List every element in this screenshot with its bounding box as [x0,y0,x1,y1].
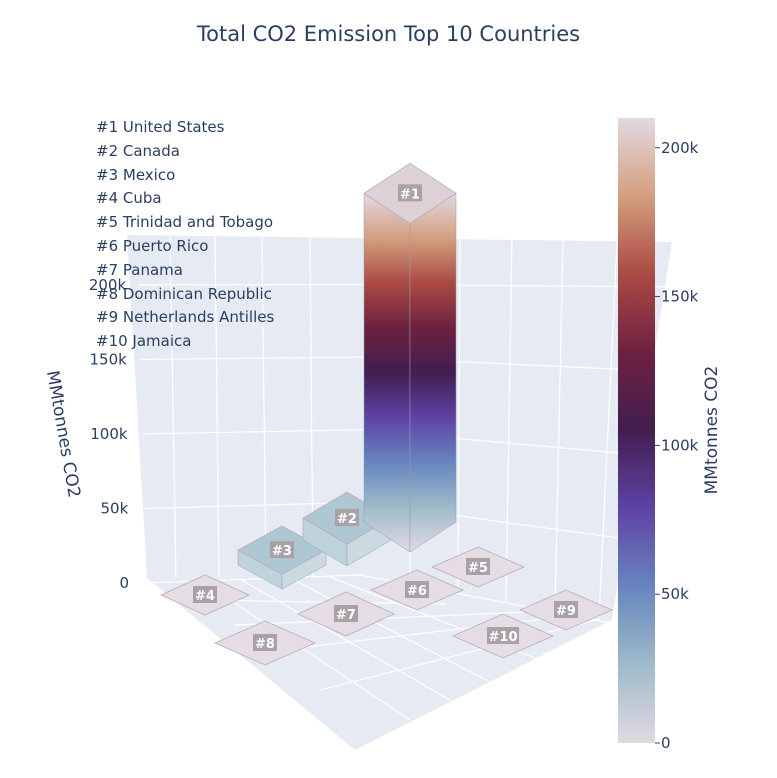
z-tick-label: 100k [90,425,128,443]
grid-line [214,235,220,578]
legend-item: #10 Jamaica [96,332,192,351]
data-label: #5 [468,561,488,576]
z-axis-title: MMtonnes CO2 [42,369,84,499]
grid-line [199,579,411,721]
data-label-bg [487,627,519,644]
data-label-bg [405,581,429,598]
legend: #1 United States #2 Canada #3 Mexico #4 Cub… [96,116,274,354]
colorbar: 0 50k 100k 150k 200k MMtonnes CO2 [618,118,722,752]
legend-item: #9 Netherlands Antilles [96,308,275,327]
grid-line [261,236,267,578]
data-label: #8 [255,637,275,652]
data-label: #3 [272,544,292,559]
colorbar-tick-label: 0 [661,734,671,752]
data-label: #7 [336,608,356,623]
data-label-bg [398,184,422,202]
data-label-bg [253,634,277,651]
colorbar-gradient [618,118,655,743]
data-label: #2 [337,512,357,527]
legend-item: #8 Dominican Republic [96,284,272,303]
data-label-bg [193,586,217,603]
bar-9: #9 [518,589,614,631]
bar-8: #8 [214,620,316,666]
grid-line [279,615,571,651]
data-label-bg [270,541,294,559]
data-label-bg [554,601,578,618]
bar-4: #4 [160,574,250,616]
grid-line [142,429,361,435]
z-tick-label: 50k [101,499,129,517]
colorbar-tick-label: 200k [661,139,699,157]
legend-item: #7 Panama [96,260,183,279]
data-label: #9 [556,604,576,619]
grid-line [144,501,361,510]
legend-item: #2 Canada [96,141,180,160]
colorbar-tick-label: 100k [661,436,699,454]
legend-item: #5 Trinidad and Tobago [96,213,274,232]
grid-line [554,240,564,610]
grid-line [140,356,361,361]
bar-face [363,192,411,553]
chart-title: Total CO2 Emission Top 10 Countries [196,22,581,46]
data-label: #10 [489,630,518,645]
data-label: #6 [407,584,427,599]
bar-1: #1 [363,162,457,553]
z-tick-label: 0 [119,574,129,592]
z-tick-label: 150k [90,350,128,368]
bar-5: #5 [430,546,526,588]
data-label-bg [335,509,359,527]
left-wall [127,235,360,578]
legend-item: #3 Mexico [96,165,176,184]
grid-line [457,239,461,593]
grid-line [598,241,618,618]
colorbar-title: MMtonnes CO2 [702,366,722,495]
legend-item: #1 United States [96,118,225,136]
grid-line [146,574,361,584]
grid-line [239,578,451,701]
bar-10: #10 [452,613,554,659]
z-tick-label: 200k [89,276,127,294]
colorbar-tick-label: 50k [661,585,689,603]
grid-line [289,577,491,683]
data-label-bg [334,605,358,622]
bar-face [409,192,457,553]
data-label: #4 [195,589,215,604]
bars: #10 #9 #8 #7 #6 #5 #4 #3 #2 #1 [160,162,614,666]
legend-item: #6 Puerto Rico [96,236,209,255]
grid-line [319,618,601,691]
data-label: #1 [400,187,420,202]
grid-line [169,235,177,579]
colorbar-tick-label: 150k [661,288,699,306]
grid-line [505,239,513,602]
bar-7: #7 [297,591,395,637]
bar-6: #6 [369,569,465,611]
bar-2: #2 [302,491,392,567]
legend-item: #4 Cuba [96,189,162,208]
data-label-bg [466,558,490,575]
